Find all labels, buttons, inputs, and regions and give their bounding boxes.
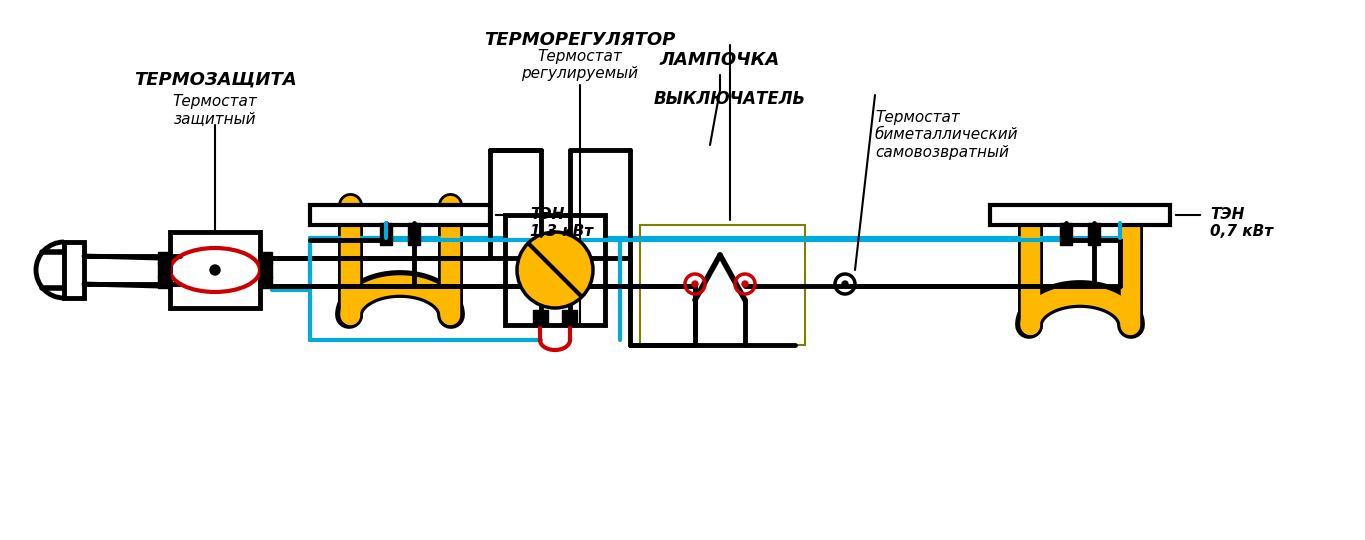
Bar xyxy=(259,262,272,278)
Circle shape xyxy=(692,281,698,287)
Circle shape xyxy=(210,265,220,275)
Bar xyxy=(408,223,420,245)
Text: ТЕРМОРЕГУЛЯТОР: ТЕРМОРЕГУЛЯТОР xyxy=(485,31,676,49)
Bar xyxy=(1088,223,1100,245)
Bar xyxy=(310,205,490,225)
Text: ТЕРМОЗАЩИТА: ТЕРМОЗАЩИТА xyxy=(134,71,296,89)
Bar xyxy=(505,215,605,325)
Bar xyxy=(158,262,171,278)
Circle shape xyxy=(842,281,848,287)
Text: Термостат
биметаллический
самовозвратный: Термостат биметаллический самовозвратный xyxy=(875,110,1018,160)
Text: ТЭН
0,7 кВт: ТЭН 0,7 кВт xyxy=(1209,207,1274,239)
Text: Термостат
защитный: Термостат защитный xyxy=(172,94,258,126)
Text: ТЭН
1,3 кВт: ТЭН 1,3 кВт xyxy=(530,207,594,239)
Text: Термостат
регулируемый: Термостат регулируемый xyxy=(521,49,639,81)
Bar xyxy=(532,310,547,325)
Text: ЛАМПОЧКА: ЛАМПОЧКА xyxy=(659,51,781,69)
Bar xyxy=(562,310,577,325)
Bar xyxy=(158,252,171,264)
Bar xyxy=(259,252,272,264)
Bar xyxy=(1061,223,1072,245)
Bar xyxy=(158,276,171,288)
Bar xyxy=(171,232,259,308)
Circle shape xyxy=(517,232,592,308)
Bar xyxy=(379,223,392,245)
Text: ВЫКЛЮЧАТЕЛЬ: ВЫКЛЮЧАТЕЛЬ xyxy=(654,90,807,108)
Bar xyxy=(259,276,272,288)
Bar xyxy=(990,205,1170,225)
Circle shape xyxy=(743,281,748,287)
Bar xyxy=(640,225,805,345)
